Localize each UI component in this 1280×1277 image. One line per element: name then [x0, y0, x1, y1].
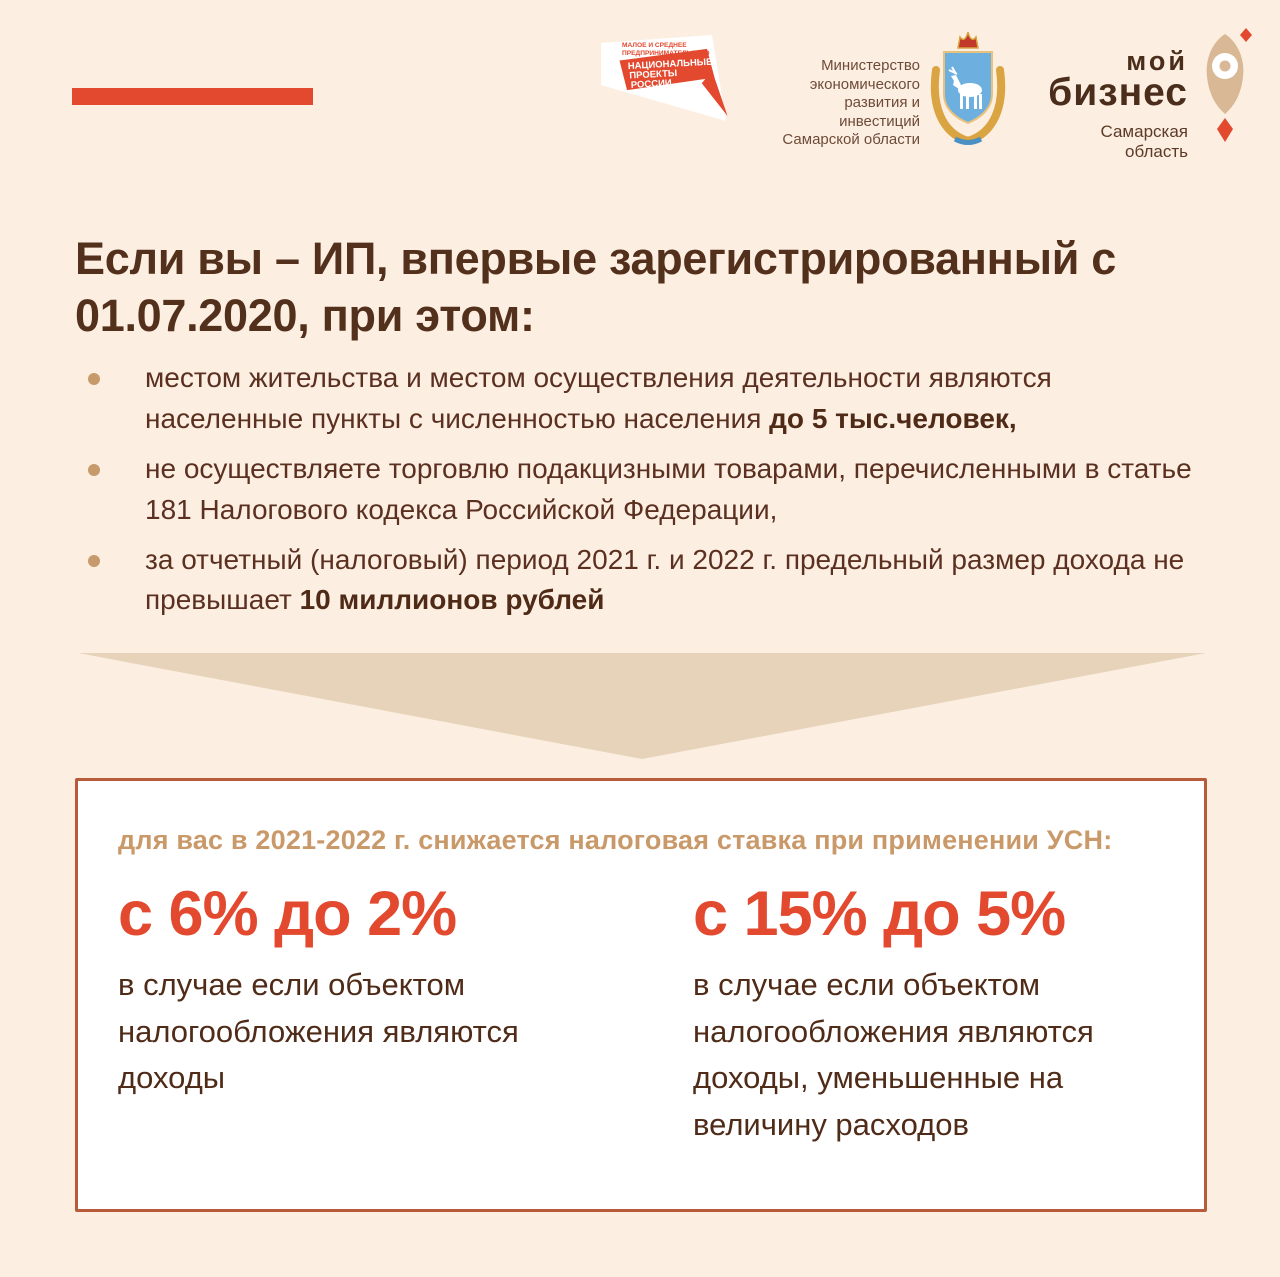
ministry-logo-text: Министерство экономического развития и и…: [770, 57, 920, 150]
national-projects-logo: МАЛОЕ И СРЕДНЕЕ ПРЕДПРИНИМАТЕЛЬСТВО НАЦИ…: [601, 35, 728, 121]
rate-value: с 15% до 5%: [693, 879, 1066, 949]
condition-item: не осуществляете торговлю подакцизными т…: [88, 449, 1203, 531]
ministry-line: развития и инвестиций: [839, 94, 920, 130]
page-title: Если вы – ИП, впервые зарегистрированный…: [75, 233, 1116, 342]
my-business-logo-text: мой бизнес Самарская область: [1038, 46, 1189, 162]
result-box-heading: для вас в 2021-2022 г. снижается налогов…: [118, 825, 1113, 855]
rate-column-income-minus-expenses: с 15% до 5% в случае если объектом налог…: [693, 879, 1193, 1148]
down-arrow-shape: [78, 653, 1206, 759]
ministry-line: экономического: [809, 75, 920, 93]
my-business-word2: бизнес: [1048, 70, 1188, 114]
my-business-region-label: Самарская область: [1100, 121, 1189, 161]
natproj-block-line1: НАЦИОНАЛЬНЫЕ: [628, 57, 713, 72]
ministry-line: Министерство: [821, 57, 920, 74]
natproj-block-line3: РОССИИ: [631, 78, 673, 91]
condition-item: за отчетный (налоговый) период 2021 г. и…: [88, 540, 1203, 622]
rate-column-income: с 6% до 2% в случае если объектом налого…: [118, 879, 623, 1148]
rate-description: в случае если объектом налогообложения я…: [693, 967, 1094, 1142]
result-box: для вас в 2021-2022 г. снижается налогов…: [75, 778, 1207, 1212]
condition-text: за отчетный (налоговый) период 2021 г. и…: [145, 543, 1185, 616]
condition-bold-text: 10 миллионов рублей: [299, 584, 605, 616]
my-business-word1: мой: [1126, 46, 1188, 76]
natproj-top-line1: МАЛОЕ И СРЕДНЕЕ: [622, 42, 687, 49]
condition-text: не осуществляете торговлю подакцизными т…: [145, 452, 1192, 525]
ministry-line: Самарской области: [782, 131, 920, 149]
natproj-block-line2: ПРОЕКТЫ: [629, 68, 677, 81]
rate-columns: с 6% до 2% в случае если объектом налого…: [118, 879, 1204, 1148]
samara-coat-of-arms-icon: [930, 31, 1006, 145]
condition-text: местом жительства и местом осуществления…: [145, 362, 1052, 434]
condition-bold-text: до 5 тыс.человек,: [769, 402, 1017, 434]
rate-description: в случае если объектом налогообложения я…: [118, 967, 519, 1096]
accent-bar: [72, 88, 313, 105]
rate-value: с 6% до 2%: [118, 879, 457, 949]
conditions-list: местом жительства и местом осуществления…: [88, 358, 1203, 630]
rocket-pin-icon: [1206, 28, 1252, 142]
natproj-top-line2: ПРЕДПРИНИМАТЕЛЬСТВО: [622, 50, 710, 57]
condition-item: местом жительства и местом осуществления…: [88, 358, 1203, 440]
